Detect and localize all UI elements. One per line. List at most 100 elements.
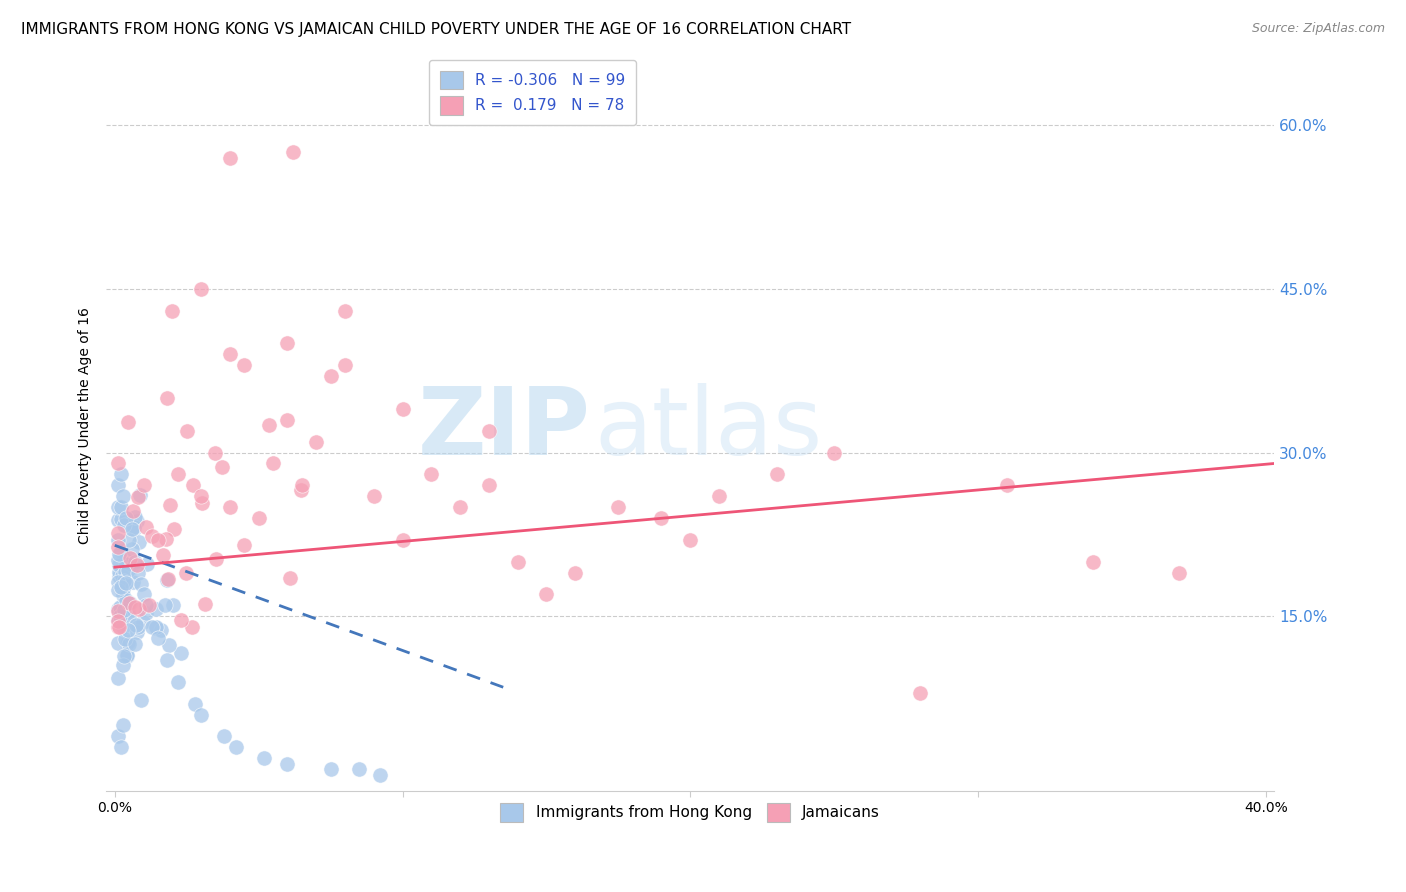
Point [262, 457, 284, 471]
Point [107, 605, 129, 619]
Point [111, 620, 134, 634]
Text: atlas: atlas [595, 383, 823, 475]
Point [156, 572, 179, 586]
Point [111, 658, 134, 673]
Point [112, 648, 135, 663]
Point [110, 609, 132, 624]
Point [115, 648, 138, 663]
Point [107, 500, 129, 514]
Point [117, 635, 139, 649]
Point [110, 740, 132, 755]
Point [110, 543, 132, 558]
Point [107, 574, 129, 589]
Point [157, 638, 180, 652]
Point [141, 620, 163, 634]
Point [150, 623, 173, 637]
Point [420, 467, 443, 482]
Point [120, 550, 142, 565]
Point [125, 514, 148, 528]
Point [117, 637, 139, 651]
Point [212, 730, 235, 744]
Point [107, 456, 129, 470]
Point [107, 614, 129, 628]
Point [121, 541, 143, 556]
Point [124, 522, 146, 536]
Point [650, 511, 672, 525]
Y-axis label: Child Poverty Under the Age of 16: Child Poverty Under the Age of 16 [79, 307, 93, 544]
Point [319, 762, 342, 776]
Point [112, 582, 135, 597]
Point [219, 500, 242, 515]
Point [114, 553, 136, 567]
Point [291, 478, 314, 492]
Point [283, 145, 305, 160]
Point [155, 391, 177, 405]
Point [117, 563, 139, 577]
Point [121, 522, 143, 536]
Point [368, 767, 391, 781]
Point [110, 580, 132, 594]
Point [117, 606, 139, 620]
Point [112, 574, 135, 588]
Point [170, 646, 193, 660]
Point [225, 740, 247, 755]
Point [112, 489, 135, 503]
Point [478, 478, 501, 492]
Point [132, 478, 155, 492]
Point [146, 631, 169, 645]
Point [120, 560, 142, 574]
Point [114, 557, 136, 571]
Text: ZIP: ZIP [418, 383, 591, 475]
Point [124, 637, 146, 651]
Point [910, 686, 932, 700]
Point [135, 606, 157, 620]
Point [110, 500, 132, 515]
Point [107, 558, 129, 572]
Point [107, 533, 129, 547]
Point [536, 587, 558, 601]
Point [363, 489, 385, 503]
Point [155, 574, 177, 588]
Point [108, 600, 131, 615]
Point [108, 568, 131, 582]
Point [114, 566, 136, 580]
Point [124, 510, 146, 524]
Point [204, 445, 226, 459]
Point [110, 467, 132, 482]
Point [145, 620, 167, 634]
Point [184, 697, 207, 711]
Point [278, 571, 301, 585]
Point [211, 459, 233, 474]
Point [319, 369, 342, 384]
Point [176, 424, 198, 438]
Point [276, 756, 298, 771]
Point [127, 620, 149, 634]
Point [115, 593, 138, 607]
Point [118, 596, 141, 610]
Point [391, 533, 413, 547]
Point [233, 538, 256, 552]
Point [707, 489, 730, 503]
Point [506, 555, 529, 569]
Point [995, 478, 1018, 492]
Point [349, 762, 371, 776]
Point [125, 617, 148, 632]
Point [167, 674, 190, 689]
Point [107, 541, 129, 555]
Point [391, 401, 413, 416]
Point [145, 621, 167, 635]
Point [114, 575, 136, 590]
Point [181, 620, 204, 634]
Point [333, 358, 356, 372]
Point [112, 718, 135, 732]
Point [276, 413, 298, 427]
Point [174, 566, 197, 581]
Point [233, 358, 256, 372]
Point [117, 623, 139, 637]
Point [1168, 566, 1191, 580]
Point [181, 478, 204, 492]
Point [155, 532, 177, 546]
Point [120, 596, 142, 610]
Point [107, 513, 129, 527]
Point [118, 608, 141, 623]
